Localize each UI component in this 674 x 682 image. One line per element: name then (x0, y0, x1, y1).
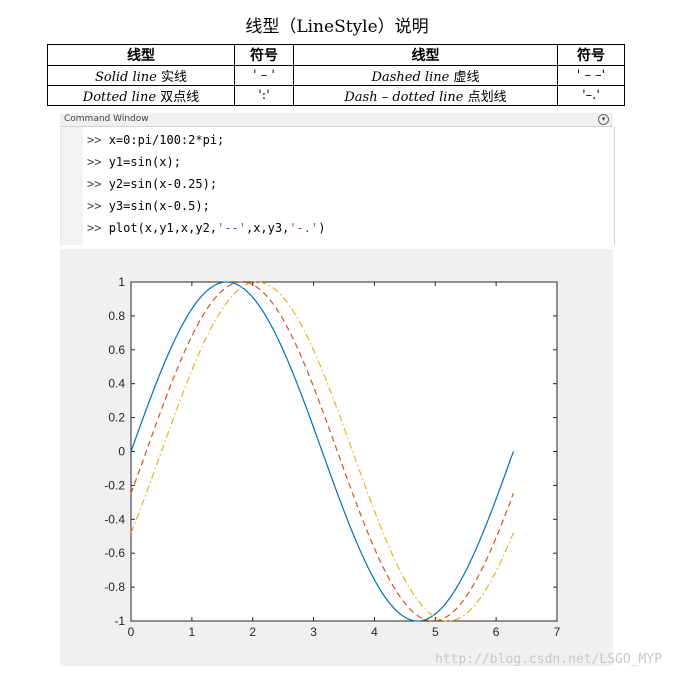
command-text: y1=sin(x); (108, 155, 181, 169)
figure-window: 0 1 2 3 4 5 6 7 1 0.8 0.6 0.4 0.2 0 -0.2 -0.4 -0.6 -0.8 -1 (60, 249, 613, 666)
series-line-1 (130, 281, 514, 622)
axes-background (130, 281, 558, 622)
prompt: >> (87, 199, 102, 213)
command-window[interactable]: Command Window ▾ >> x=0:pi/100:2*pi; >> … (60, 113, 615, 245)
y-tick-label: 0.6 (108, 343, 125, 357)
command-window-title: Command Window (64, 114, 149, 124)
x-tick-label: 2 (249, 625, 256, 639)
linestyle-table: 线型 符号 线型 符号 Solid line 实线 ' – ' Dashed l… (47, 44, 625, 106)
command-text: plot(x,y1,x,y2, (108, 221, 218, 235)
symbol-cell: ':' (234, 85, 294, 106)
y-tick-label: 0 (118, 445, 125, 459)
command-line: >> y3=sin(x-0.5); (87, 199, 210, 213)
symbol-cell: '–.' (557, 85, 625, 106)
y-tick-label: -0.6 (104, 546, 125, 560)
linestyle-cn: 实线 (161, 70, 188, 85)
y-tick-label: -0.4 (104, 512, 125, 526)
x-tick-label: 4 (371, 625, 378, 639)
y-tick-label: 1 (118, 275, 125, 289)
command-text: ) (318, 221, 326, 235)
command-line: >> y1=sin(x); (87, 155, 181, 169)
y-tick-label: 0.8 (108, 309, 125, 323)
command-line: >> x=0:pi/100:2*pi; (87, 133, 224, 147)
prompt: >> (87, 221, 102, 235)
linestyle-en: Dashed line (371, 70, 450, 85)
linestyle-cn: 点划线 (467, 90, 507, 105)
command-text: ,x,y3, (245, 221, 290, 235)
x-tick-label: 7 (554, 625, 561, 639)
command-text: x=0:pi/100:2*pi; (108, 133, 225, 147)
command-line: >> y2=sin(x-0.25); (87, 177, 217, 191)
series-line-3 (130, 281, 514, 622)
header-cell: 符号 (557, 44, 625, 66)
chevron-down-icon[interactable]: ▾ (598, 114, 609, 125)
x-tick-label: 1 (189, 625, 196, 639)
linestyle-cell: Solid line 实线 (47, 65, 235, 86)
linestyle-cn: 双点线 (160, 90, 200, 105)
prompt: >> (87, 177, 102, 191)
command-text: y3=sin(x-0.5); (108, 199, 210, 213)
linestyle-cell: Dash – dotted line 点划线 (293, 85, 558, 106)
prompt: >> (87, 133, 102, 147)
watermark: http://blog.csdn.net/LSGO_MYP (435, 652, 662, 667)
linestyle-cn: 虚线 (453, 70, 480, 85)
x-tick-label: 6 (493, 625, 500, 639)
linestyle-en: Dotted line (82, 90, 157, 105)
command-text: y2=sin(x-0.25); (108, 177, 218, 191)
table-row: Solid line 实线 ' – ' Dashed line 虚线 ' – –… (47, 65, 625, 86)
y-tick-label: 0.2 (108, 411, 125, 425)
x-tick-label: 3 (310, 625, 317, 639)
command-window-header: Command Window ▾ (60, 113, 613, 127)
linestyle-cell: Dotted line 双点线 (47, 85, 235, 106)
page-title: 线型（LineStyle）说明 (245, 17, 429, 37)
string-literal: '--' (217, 221, 246, 235)
x-tick-label: 5 (432, 625, 439, 639)
x-tick-label: 0 (128, 625, 135, 639)
header-cell: 线型 (293, 44, 558, 66)
series-line-2 (130, 281, 514, 622)
sine-chart: 0 1 2 3 4 5 6 7 1 0.8 0.6 0.4 0.2 0 -0.2 -0.4 -0.6 -0.8 -1 (104, 275, 561, 639)
header-cell: 符号 (234, 44, 294, 66)
linestyle-en: Dash – dotted line (344, 90, 464, 105)
y-tick-label: 0.4 (108, 377, 125, 391)
string-literal: '-.' (289, 221, 319, 235)
symbol-cell: ' – ' (234, 65, 294, 86)
table-row: Dotted line 双点线 ':' Dash – dotted line 点… (47, 85, 625, 106)
symbol-cell: ' – –' (557, 65, 625, 86)
y-tick-label: -0.2 (104, 478, 125, 492)
y-tick-label: -1 (114, 614, 125, 628)
prompt: >> (87, 155, 102, 169)
command-window-body[interactable]: >> x=0:pi/100:2*pi; >> y1=sin(x); >> y2=… (60, 127, 615, 245)
header-cell: 线型 (47, 44, 235, 66)
linestyle-en: Solid line (94, 70, 157, 85)
command-line: >> plot(x,y1,x,y2,'--',x,y3,'-.') (87, 221, 325, 235)
linestyle-cell: Dashed line 虚线 (293, 65, 558, 86)
table-header-row: 线型 符号 线型 符号 (47, 44, 625, 66)
y-tick-label: -0.8 (104, 580, 125, 594)
